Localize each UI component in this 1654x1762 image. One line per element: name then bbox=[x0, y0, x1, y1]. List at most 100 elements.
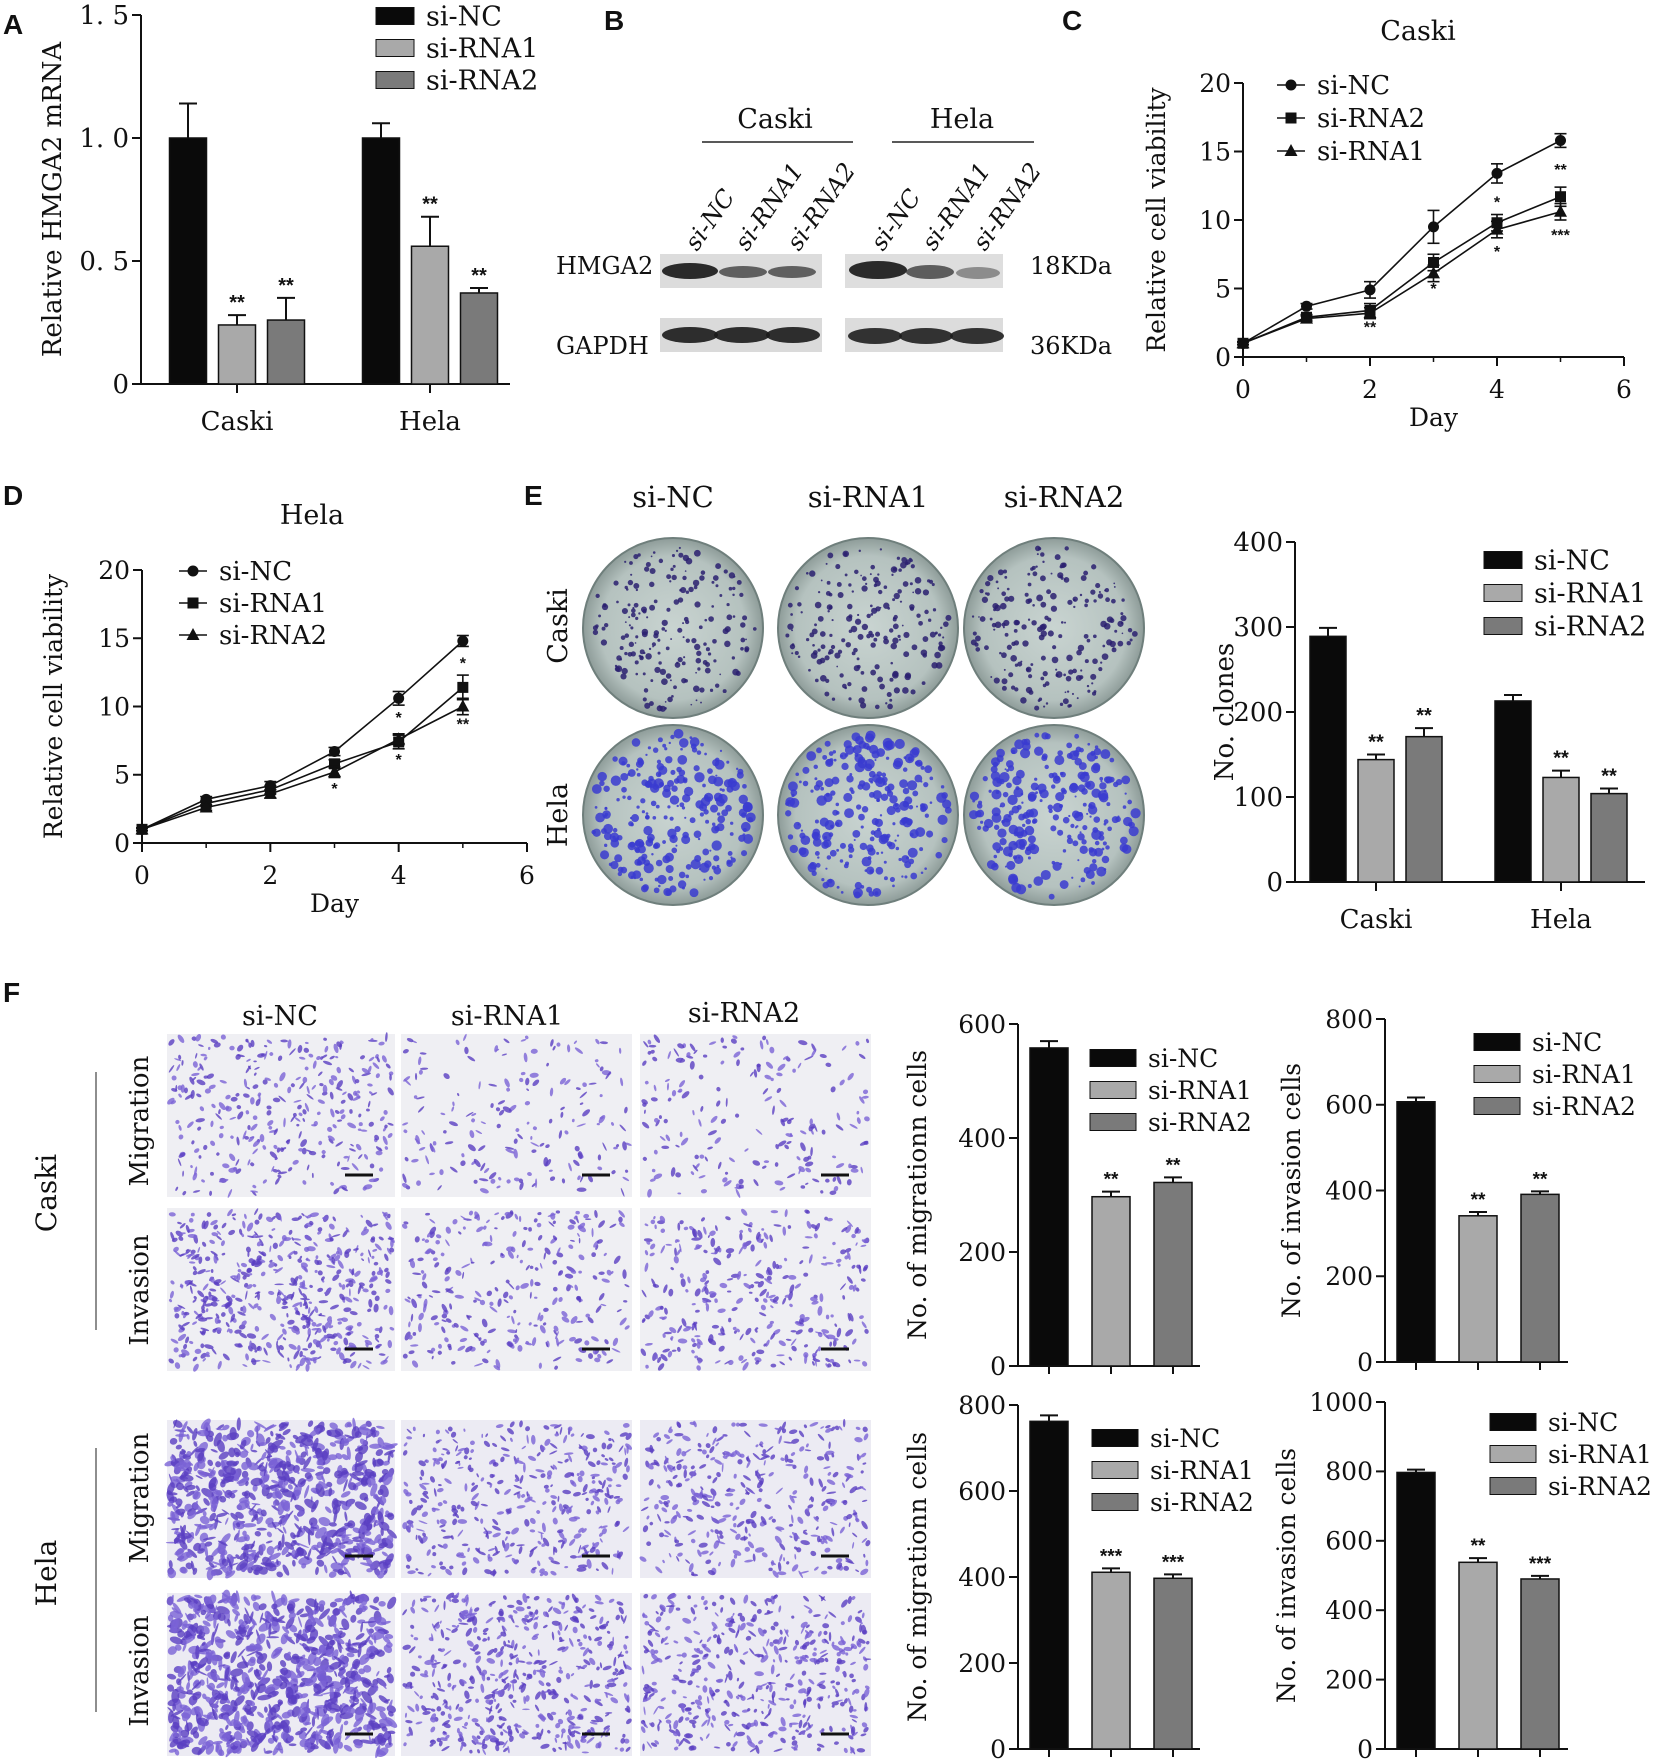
colony bbox=[685, 863, 692, 870]
significance-label: ** bbox=[1104, 1170, 1119, 1191]
stained-cell bbox=[355, 1079, 360, 1084]
legend-label: si-NC bbox=[1150, 1424, 1220, 1453]
stained-cell bbox=[318, 1140, 323, 1146]
colony bbox=[702, 660, 708, 665]
colony bbox=[1074, 733, 1080, 739]
significance-label: ** bbox=[1416, 705, 1432, 727]
colony bbox=[1035, 565, 1038, 568]
colony bbox=[1021, 738, 1028, 745]
colony bbox=[707, 768, 713, 775]
colony bbox=[667, 779, 675, 787]
colony bbox=[856, 664, 861, 669]
colony bbox=[907, 780, 918, 791]
colony bbox=[1055, 791, 1065, 802]
legend-swatch bbox=[1089, 1113, 1137, 1131]
legend-label: si-RNA1 bbox=[1148, 1076, 1252, 1105]
colony bbox=[665, 756, 673, 764]
colony bbox=[789, 643, 796, 650]
colony bbox=[980, 820, 984, 824]
stained-cell bbox=[375, 1150, 383, 1156]
colony bbox=[856, 657, 860, 661]
colony bbox=[732, 668, 740, 676]
colony bbox=[1093, 599, 1097, 603]
y-tick-label: 200 bbox=[1325, 1262, 1373, 1291]
colony bbox=[789, 844, 798, 854]
colony bbox=[1045, 702, 1049, 705]
stained-cell bbox=[208, 1084, 216, 1090]
colony bbox=[851, 651, 856, 656]
colony bbox=[1131, 631, 1138, 637]
legend-swatch bbox=[375, 39, 415, 57]
colony bbox=[692, 579, 700, 587]
colony bbox=[972, 631, 977, 636]
colony bbox=[1025, 818, 1031, 825]
colony bbox=[1091, 564, 1097, 570]
colony bbox=[908, 804, 914, 810]
colony bbox=[1128, 826, 1139, 837]
colony bbox=[1039, 789, 1049, 799]
colony bbox=[1058, 634, 1063, 639]
colony bbox=[1084, 771, 1089, 777]
colony bbox=[635, 672, 639, 676]
transwell-col-label: si-RNA1 bbox=[451, 1001, 563, 1032]
colony bbox=[1062, 849, 1067, 853]
colony bbox=[999, 838, 1007, 846]
stained-cell bbox=[252, 1184, 257, 1189]
colony bbox=[684, 679, 688, 683]
bar bbox=[410, 245, 450, 385]
colony bbox=[819, 817, 829, 827]
colony bbox=[841, 762, 849, 771]
colony bbox=[865, 582, 868, 586]
stained-cell bbox=[210, 1269, 214, 1274]
colony bbox=[990, 676, 993, 678]
colony bbox=[699, 812, 705, 817]
legend-label: si-RNA1 bbox=[1548, 1440, 1652, 1469]
colony bbox=[870, 642, 876, 648]
colony bbox=[1069, 782, 1078, 791]
colony bbox=[1022, 823, 1026, 827]
colony bbox=[829, 849, 837, 857]
colony bbox=[1024, 592, 1029, 597]
stained-cell bbox=[322, 1054, 328, 1059]
colony bbox=[886, 841, 893, 847]
colony bbox=[857, 758, 868, 769]
transwell-assay-label: Invasion bbox=[125, 1234, 155, 1346]
x-tick-label: 4 bbox=[1489, 375, 1505, 404]
legend-label: si-RNA2 bbox=[1548, 1472, 1652, 1501]
colony bbox=[886, 806, 896, 816]
blot-group-hela: Hela bbox=[930, 104, 994, 135]
colony bbox=[727, 851, 733, 856]
colony bbox=[892, 598, 896, 602]
colony bbox=[721, 809, 729, 817]
blot-band bbox=[714, 327, 770, 343]
colony bbox=[610, 775, 622, 786]
colony bbox=[679, 802, 685, 808]
colony bbox=[652, 747, 659, 753]
colony bbox=[929, 631, 936, 638]
stained-cell bbox=[267, 1120, 274, 1126]
colony bbox=[995, 580, 999, 584]
colony bbox=[1083, 570, 1089, 576]
colony bbox=[616, 655, 622, 661]
colony bbox=[1001, 685, 1007, 691]
colony bbox=[814, 623, 817, 627]
stained-cell bbox=[210, 1140, 216, 1147]
colony bbox=[1012, 775, 1022, 786]
colony bbox=[677, 754, 688, 765]
stained-cell bbox=[288, 1326, 295, 1329]
colony bbox=[993, 824, 1000, 830]
colony bbox=[732, 593, 735, 597]
colony bbox=[635, 588, 639, 592]
stained-cell bbox=[286, 1139, 290, 1145]
colony bbox=[677, 880, 687, 889]
blot-band bbox=[956, 267, 1000, 279]
colony bbox=[685, 590, 690, 594]
stained-cell bbox=[308, 1053, 314, 1058]
colony bbox=[1072, 840, 1079, 847]
colony bbox=[656, 759, 662, 764]
colony bbox=[1091, 881, 1095, 885]
colony bbox=[910, 872, 918, 880]
colony bbox=[730, 821, 734, 825]
colony bbox=[825, 758, 833, 766]
colony bbox=[836, 582, 842, 587]
